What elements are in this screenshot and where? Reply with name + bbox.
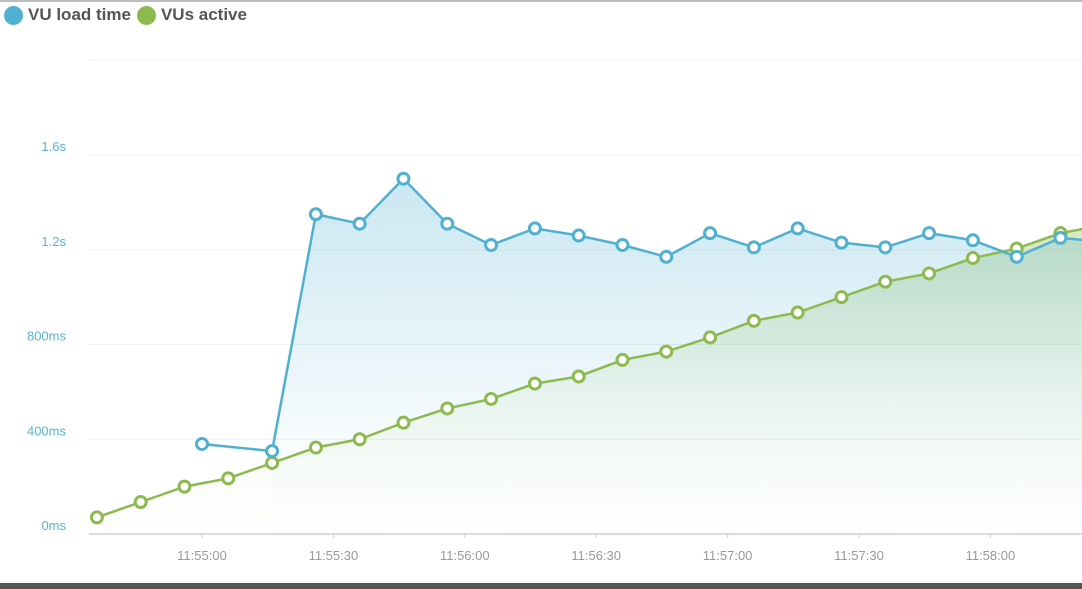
vus-active-point[interactable] (922, 266, 937, 281)
vu-load-time-point[interactable] (440, 216, 455, 231)
vus-active-point[interactable] (790, 305, 805, 320)
vus-active-point[interactable] (177, 479, 192, 494)
vus-active-point[interactable] (133, 495, 148, 510)
vus-active-point[interactable] (440, 401, 455, 416)
vu-load-time-point[interactable] (659, 249, 674, 264)
vu-load-time-point[interactable] (484, 238, 499, 253)
x-tick-label: 11:56:00 (440, 548, 490, 563)
y-tick-label: 1.2s (41, 234, 66, 249)
vu-load-time-point[interactable] (1009, 249, 1024, 264)
x-tick-label: 11:55:00 (177, 548, 227, 563)
vus-active-point[interactable] (308, 440, 323, 455)
vu-load-time-point[interactable] (1053, 230, 1068, 245)
legend-dot-icon (4, 5, 23, 25)
x-tick-label: 11:57:00 (703, 548, 753, 563)
y-tick-label: 1.6s (41, 139, 66, 154)
y-tick-label: 400ms (27, 423, 67, 438)
vu-load-time-point[interactable] (922, 226, 937, 241)
legend-item-vus-active[interactable]: VUs active (136, 5, 247, 25)
vus-active-point[interactable] (221, 471, 236, 486)
x-tick-label: 11:57:30 (834, 548, 884, 563)
legend-item-vu-load-time[interactable]: VU load time (4, 5, 131, 25)
vu-load-time-point[interactable] (571, 228, 586, 243)
vu-load-time-point[interactable] (352, 216, 367, 231)
vus-active-line (96, 227, 1082, 519)
y-tick-label: 800ms (27, 329, 67, 344)
vu-load-time-point[interactable] (308, 207, 323, 222)
vus-active-point[interactable] (659, 344, 674, 359)
vu-load-time-point[interactable] (265, 444, 280, 459)
vus-active-point[interactable] (352, 432, 367, 447)
vu-load-time-point[interactable] (746, 240, 761, 255)
vu-load-time-point[interactable] (834, 235, 849, 250)
vus-active-point[interactable] (965, 251, 980, 266)
vus-active-point[interactable] (878, 274, 893, 289)
vu-load-time-point[interactable] (195, 436, 209, 451)
x-tick-label: 11:55:30 (309, 548, 359, 563)
vu-load-time-point[interactable] (790, 221, 805, 236)
vus-active-point[interactable] (484, 391, 499, 406)
top-border (0, 0, 1082, 2)
vu-load-time-point[interactable] (615, 238, 630, 253)
legend-dot-icon (136, 5, 156, 25)
y-tick-label: 0ms (41, 518, 66, 533)
vu-load-time-point[interactable] (703, 226, 718, 241)
vu-load-time-area (272, 178, 1082, 534)
vus-active-point[interactable] (89, 510, 104, 525)
vus-active-point[interactable] (396, 415, 411, 430)
legend-label: VUs active (160, 5, 247, 24)
x-tick-label: 11:58:00 (966, 548, 1016, 563)
vus-active-point[interactable] (527, 376, 542, 391)
vus-active-point[interactable] (615, 352, 630, 367)
x-tick-label: 11:56:30 (571, 548, 621, 563)
bottom-bar (0, 583, 1082, 589)
legend: VU load time VUs active (4, 5, 253, 25)
legend-label: VU load time (28, 5, 131, 24)
vus-active-point[interactable] (265, 455, 280, 470)
vus-active-point[interactable] (834, 290, 849, 305)
vu-load-time-point[interactable] (396, 171, 411, 186)
vus-active-point[interactable] (703, 330, 718, 345)
vus-active-point[interactable] (746, 313, 761, 328)
vu-load-time-point[interactable] (527, 221, 542, 236)
vu-load-time-point[interactable] (965, 233, 980, 248)
vus-active-point[interactable] (571, 369, 586, 384)
vu-load-time-point[interactable] (878, 240, 893, 255)
